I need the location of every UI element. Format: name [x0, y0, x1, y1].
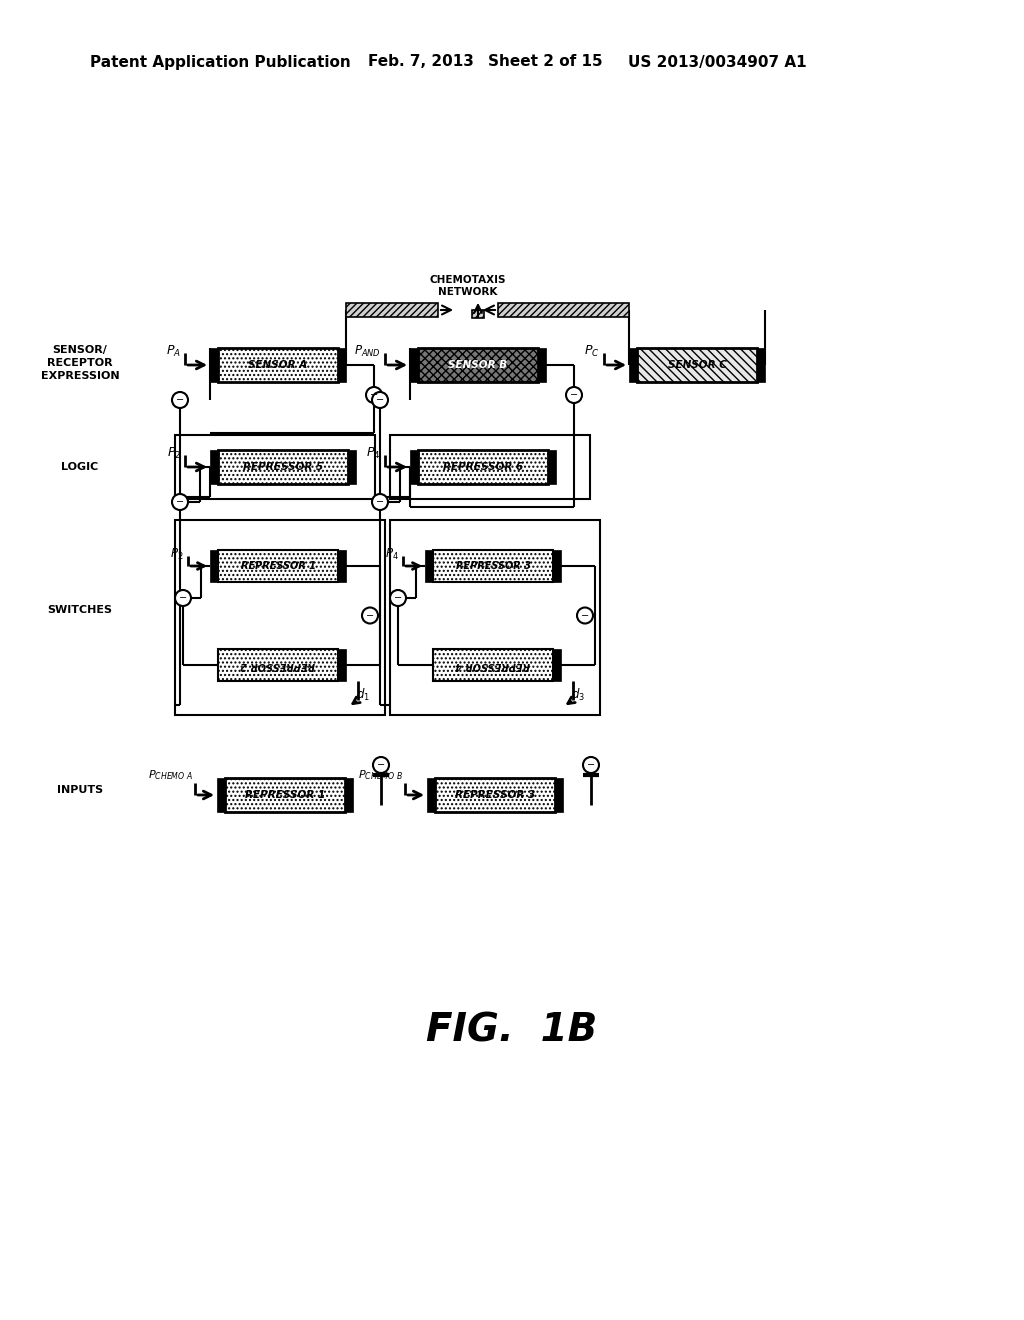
Text: $d_3$: $d_3$ — [571, 686, 585, 704]
Bar — [498, 304, 629, 317]
Circle shape — [577, 607, 593, 623]
Bar — [338, 649, 346, 681]
Text: −: − — [377, 760, 385, 770]
Text: RECEPTOR: RECEPTOR — [47, 358, 113, 368]
Bar — [418, 348, 538, 381]
Text: −: − — [570, 389, 579, 400]
Text: −: − — [366, 610, 374, 620]
Bar — [218, 348, 338, 381]
Text: $P_A$: $P_A$ — [166, 343, 181, 359]
Text: $P_C$: $P_C$ — [585, 343, 600, 359]
Circle shape — [390, 590, 406, 606]
Bar — [435, 777, 555, 812]
Text: −: − — [581, 610, 589, 620]
Bar — [555, 777, 563, 812]
Bar — [433, 550, 553, 582]
Text: −: − — [179, 593, 187, 603]
Bar — [637, 348, 757, 381]
Text: REPRESSOR 2: REPRESSOR 2 — [241, 660, 315, 671]
Bar — [418, 450, 548, 484]
Circle shape — [172, 392, 188, 408]
Text: INPUTS: INPUTS — [57, 785, 103, 795]
Text: LOGIC: LOGIC — [61, 462, 98, 473]
Text: −: − — [176, 498, 184, 507]
Text: NETWORK: NETWORK — [438, 286, 498, 297]
Bar — [629, 348, 637, 381]
Circle shape — [362, 607, 378, 623]
Text: Sheet 2 of 15: Sheet 2 of 15 — [488, 54, 603, 70]
Text: REPRESSOR 6: REPRESSOR 6 — [442, 462, 523, 473]
Bar — [410, 348, 418, 381]
Bar — [217, 777, 225, 812]
Text: $P_{CHEMO\ A}$: $P_{CHEMO\ A}$ — [147, 768, 193, 781]
Bar — [348, 450, 356, 484]
Text: $P_2$: $P_2$ — [167, 445, 181, 461]
Bar — [390, 436, 590, 499]
Circle shape — [366, 387, 382, 403]
Text: −: − — [376, 395, 384, 405]
Text: SENSOR C: SENSOR C — [668, 360, 726, 370]
Text: $P_4$: $P_4$ — [385, 546, 399, 561]
Circle shape — [175, 590, 191, 606]
Circle shape — [172, 494, 188, 510]
Bar — [410, 450, 418, 484]
Text: REPRESSOR 3: REPRESSOR 3 — [455, 789, 536, 800]
Text: REPRESSOR 5: REPRESSOR 5 — [243, 462, 324, 473]
Text: REPRESSOR 1: REPRESSOR 1 — [241, 561, 315, 572]
Text: $P_{CHEMO\ B}$: $P_{CHEMO\ B}$ — [357, 768, 403, 781]
Text: SWITCHES: SWITCHES — [47, 605, 113, 615]
Bar — [346, 304, 438, 317]
Text: $P_{AND}$: $P_{AND}$ — [354, 343, 381, 359]
Text: EXPRESSION: EXPRESSION — [41, 371, 120, 381]
Circle shape — [583, 756, 599, 774]
Bar — [472, 310, 484, 318]
Bar — [218, 450, 348, 484]
Bar — [210, 550, 218, 582]
Text: $d_1$: $d_1$ — [356, 686, 370, 704]
Text: −: − — [587, 760, 595, 770]
Text: −: − — [376, 498, 384, 507]
Circle shape — [373, 756, 389, 774]
Bar — [553, 550, 561, 582]
Bar — [757, 348, 765, 381]
Bar — [390, 520, 600, 715]
Text: −: − — [176, 395, 184, 405]
Circle shape — [372, 494, 388, 510]
Bar — [210, 348, 218, 381]
Bar — [338, 550, 346, 582]
Text: Patent Application Publication: Patent Application Publication — [90, 54, 351, 70]
Bar — [225, 777, 345, 812]
Bar — [433, 649, 553, 681]
Text: −: − — [394, 593, 402, 603]
Text: SENSOR A: SENSOR A — [249, 360, 307, 370]
Text: FIG.  1B: FIG. 1B — [426, 1011, 598, 1049]
Bar — [218, 649, 338, 681]
Text: Feb. 7, 2013: Feb. 7, 2013 — [368, 54, 474, 70]
Bar — [175, 436, 375, 499]
Bar — [210, 450, 218, 484]
Bar — [553, 649, 561, 681]
Circle shape — [372, 392, 388, 408]
Text: SENSOR B: SENSOR B — [449, 360, 508, 370]
Circle shape — [566, 387, 582, 403]
Text: SENSOR/: SENSOR/ — [52, 345, 108, 355]
Bar — [548, 450, 556, 484]
Text: −: − — [370, 389, 378, 400]
Bar — [345, 777, 353, 812]
Bar — [425, 550, 433, 582]
Bar — [427, 777, 435, 812]
Text: REPRESSOR 1: REPRESSOR 1 — [245, 789, 326, 800]
Bar — [338, 348, 346, 381]
Text: CHEMOTAXIS: CHEMOTAXIS — [430, 275, 506, 285]
Text: US 2013/0034907 A1: US 2013/0034907 A1 — [628, 54, 807, 70]
Text: REPRESSOR 3: REPRESSOR 3 — [456, 561, 530, 572]
Text: $P_2$: $P_2$ — [170, 546, 184, 561]
Text: $P_4$: $P_4$ — [367, 445, 381, 461]
Bar — [218, 550, 338, 582]
Bar — [175, 520, 385, 715]
Text: REPRESSOR 4: REPRESSOR 4 — [456, 660, 530, 671]
Bar — [538, 348, 546, 381]
